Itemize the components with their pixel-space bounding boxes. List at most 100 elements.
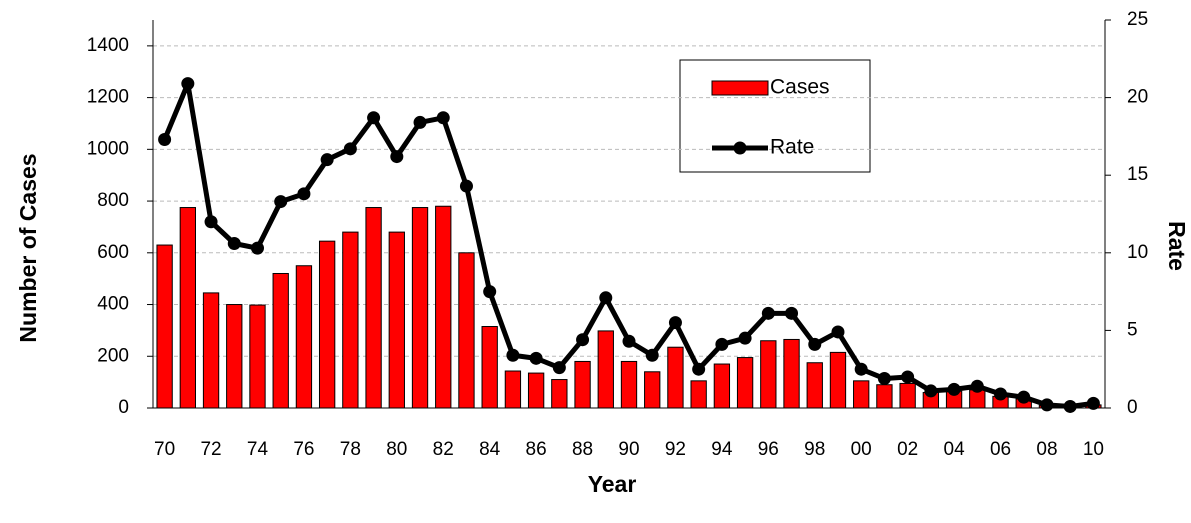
x-tick-label: 08 (1036, 439, 1057, 460)
x-tick-label: 88 (572, 439, 593, 460)
marker (808, 337, 822, 351)
marker (715, 337, 729, 351)
x-tick-label: 76 (293, 439, 314, 460)
bar (644, 371, 661, 409)
y-tick-label: 200 (97, 345, 129, 366)
legend-swatch (711, 80, 769, 96)
bar (783, 338, 800, 409)
x-tick-label: 98 (804, 439, 825, 460)
marker (1063, 399, 1077, 413)
bar (388, 231, 405, 409)
y-tick-label: 600 (97, 242, 129, 263)
bar (876, 384, 893, 409)
marker (924, 384, 938, 398)
x-tick-label: 90 (618, 439, 639, 460)
y-tick-label: 400 (97, 294, 129, 315)
bar (411, 207, 429, 409)
marker (343, 142, 357, 156)
marker (1017, 390, 1031, 404)
y-tick-label: 1400 (87, 35, 129, 56)
marker (459, 179, 473, 193)
marker (274, 195, 288, 209)
marker (692, 362, 706, 376)
legend-box (679, 59, 871, 173)
y2-tick-label: 5 (1127, 319, 1138, 340)
x-tick-label: 92 (665, 439, 686, 460)
x-axis-label: Year (588, 471, 637, 497)
bar (179, 207, 196, 409)
bar (760, 340, 777, 409)
x-tick-label: 04 (944, 439, 966, 460)
y2-axis-label: Rate (1164, 221, 1190, 271)
marker (854, 362, 868, 376)
bar (318, 240, 336, 409)
x-tick-label: 06 (990, 439, 1011, 460)
marker (1040, 398, 1054, 412)
bar (899, 382, 916, 409)
marker (390, 150, 404, 164)
x-tick-label: 10 (1083, 439, 1104, 460)
marker (761, 306, 775, 320)
bar (829, 351, 847, 409)
bar (806, 362, 823, 409)
y2-tick-label: 25 (1127, 9, 1148, 30)
bar (853, 380, 870, 409)
bar (249, 304, 266, 409)
marker (483, 285, 497, 299)
marker (738, 331, 752, 345)
bar (551, 379, 568, 409)
y-tick-label: 1000 (87, 138, 129, 159)
x-tick-label: 82 (433, 439, 454, 460)
marker (994, 387, 1008, 401)
bar (736, 357, 754, 409)
y-axis-label: Number of Cases (15, 153, 41, 342)
x-tick-label: 80 (386, 439, 407, 460)
marker (413, 115, 427, 129)
bar (504, 370, 522, 409)
marker (877, 372, 891, 386)
bar (667, 346, 684, 409)
marker (250, 241, 264, 255)
marker (181, 77, 195, 91)
marker (970, 379, 984, 393)
bar (458, 252, 475, 409)
marker (668, 316, 682, 330)
marker (1086, 396, 1100, 410)
bar (574, 360, 591, 409)
legend-label: Cases (770, 76, 830, 99)
marker (436, 111, 450, 125)
marker (576, 333, 590, 347)
bar (272, 272, 289, 409)
marker (622, 334, 636, 348)
y2-tick-label: 10 (1127, 242, 1148, 263)
marker (297, 187, 311, 201)
x-tick-label: 94 (711, 439, 733, 460)
y2-tick-label: 20 (1127, 87, 1148, 108)
marker (204, 215, 218, 229)
bar (690, 380, 707, 409)
marker (645, 348, 659, 362)
marker (227, 236, 241, 250)
x-tick-label: 84 (479, 439, 501, 460)
bar (202, 292, 220, 409)
bar (295, 265, 313, 409)
marker (947, 382, 961, 396)
bar (527, 372, 545, 409)
legend-swatch (733, 141, 747, 155)
bar (226, 304, 243, 409)
bar (342, 231, 359, 409)
marker (785, 306, 799, 320)
y-tick-label: 800 (97, 190, 129, 211)
marker (831, 325, 845, 339)
y2-tick-label: 0 (1127, 397, 1138, 418)
bar (481, 326, 498, 409)
y-tick-label: 1200 (87, 87, 129, 108)
y2-tick-label: 15 (1127, 164, 1148, 185)
x-tick-label: 86 (526, 439, 547, 460)
marker (367, 111, 381, 125)
bar (365, 207, 382, 409)
x-tick-label: 00 (851, 439, 872, 460)
x-tick-label: 70 (154, 439, 175, 460)
legend-label: Rate (770, 136, 814, 159)
